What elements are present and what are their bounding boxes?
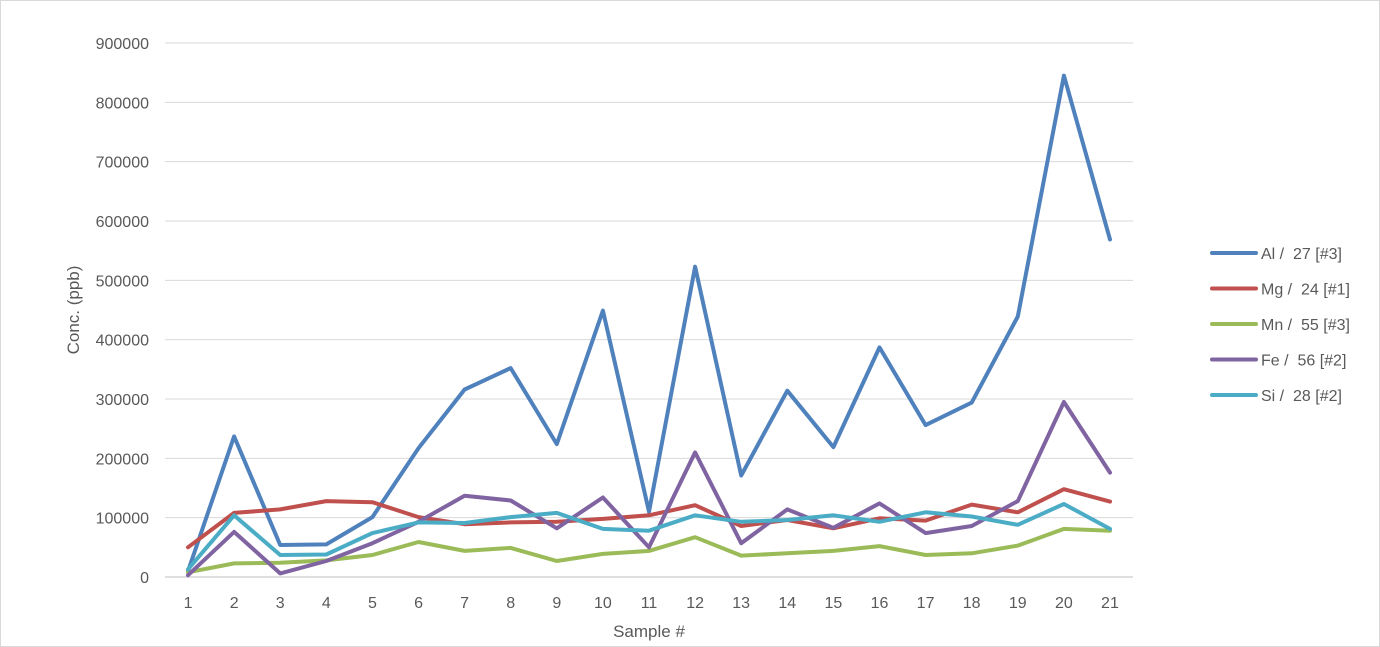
x-tick-label: 21 [1101,595,1119,612]
x-tick-label: 6 [414,595,423,612]
gridlines [165,42,1133,578]
legend-label: Fe / 56 [#2] [1261,353,1346,370]
y-tick-label: 100000 [96,511,149,528]
y-tick-label: 900000 [96,36,149,53]
x-tick-label: 8 [506,595,515,612]
y-tick-label: 200000 [96,451,149,468]
x-tick-label: 4 [322,595,331,612]
x-tick-label: 14 [778,595,796,612]
series-line-3 [186,526,1112,575]
series-lines [186,73,1112,578]
y-tick-label: 800000 [96,95,149,112]
y-tick-label: 300000 [96,392,149,409]
y-tick-label: 400000 [96,333,149,350]
y-axis-ticks: 0 100000 200000 300000 400000 500000 600000 700… [96,36,149,587]
x-axis-ticks: 1 2 3 4 5 6 7 8 9 10 11 12 13 14 15 16 17 18 19 20 21 [184,595,1119,612]
y-axis-title: Conc. (ppb) [64,266,83,355]
x-tick-label: 5 [368,595,377,612]
series-line-4 [186,400,1112,578]
x-tick-label: 7 [460,595,469,612]
x-tick-label: 15 [824,595,842,612]
legend-label: Mg / 24 [#1] [1261,282,1350,299]
y-tick-label: 600000 [96,214,149,231]
legend-label: Si / 28 [#2] [1261,388,1342,405]
x-tick-label: 1 [184,595,193,612]
x-tick-label: 9 [552,595,561,612]
x-tick-label: 2 [230,595,239,612]
x-tick-label: 16 [871,595,889,612]
legend: Al / 27 [#3] Mg / 24 [#1] Mn / 55 [#3] Fe /… [1210,246,1350,405]
series-line-5 [186,502,1112,572]
x-tick-label: 3 [276,595,285,612]
x-tick-label: 13 [732,595,750,612]
y-tick-label: 0 [140,570,149,587]
series-line-2 [186,487,1112,550]
x-tick-label: 19 [1009,595,1027,612]
x-tick-label: 17 [917,595,935,612]
y-tick-label: 700000 [96,155,149,172]
x-tick-label: 10 [594,595,612,612]
legend-label: Mn / 55 [#3] [1261,317,1350,334]
legend-label: Al / 27 [#3] [1261,246,1342,263]
x-tick-label: 18 [963,595,981,612]
x-tick-label: 20 [1055,595,1073,612]
y-tick-label: 500000 [96,273,149,290]
x-tick-label: 11 [641,595,658,612]
series-line-1 [186,73,1112,574]
x-tick-label: 12 [686,595,704,612]
x-axis-title: Sample # [613,622,685,641]
